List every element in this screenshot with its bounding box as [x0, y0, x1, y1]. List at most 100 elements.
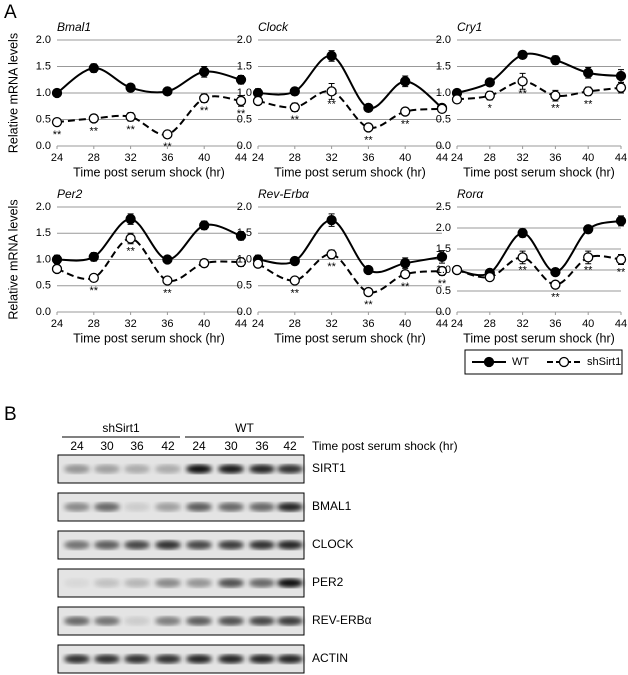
- data-point: [289, 275, 300, 286]
- x-tick-label: 32: [325, 152, 337, 164]
- blot-band: [277, 464, 303, 474]
- significance-label: **: [163, 141, 172, 153]
- lane-label: 24: [192, 439, 206, 453]
- blot-band: [94, 464, 120, 474]
- significance-label: **: [126, 245, 135, 257]
- chart-title: Cry1: [457, 20, 482, 34]
- significance-label: **: [584, 264, 593, 276]
- blot-band: [124, 464, 150, 474]
- data-point: [615, 70, 627, 82]
- y-tick-label: 2.0: [36, 34, 51, 46]
- data-point: [326, 50, 337, 62]
- x-tick-label: 44: [615, 152, 627, 164]
- significance-label: **: [163, 287, 172, 299]
- data-point: [162, 86, 173, 97]
- data-point: [125, 213, 136, 225]
- significance-label: **: [90, 285, 99, 297]
- series-line: [456, 219, 622, 277]
- blot-band: [124, 616, 150, 626]
- significance-label: **: [518, 264, 527, 276]
- y-tick-label: 1.5: [36, 227, 51, 239]
- blot-band: [277, 540, 303, 550]
- y-tick-label: 0.0: [36, 140, 51, 152]
- blot-band: [124, 540, 150, 550]
- y-tick-label: 0.5: [436, 285, 451, 297]
- legend-label: WT: [512, 356, 529, 368]
- x-tick-label: 36: [161, 318, 173, 330]
- data-point: [125, 233, 136, 244]
- lane-label: 30: [100, 439, 114, 453]
- x-tick-label: 32: [124, 318, 136, 330]
- lane-label: 42: [161, 439, 175, 453]
- data-point: [583, 67, 594, 79]
- data-point: [550, 54, 561, 66]
- data-point: [615, 82, 627, 93]
- data-point: [484, 77, 495, 88]
- series-line: [456, 80, 622, 101]
- series-line: [257, 54, 443, 109]
- chart-title: Clock: [258, 20, 289, 34]
- blot-band: [155, 464, 181, 474]
- y-axis-label: Relative mRNA levels: [6, 199, 20, 319]
- data-point: [199, 220, 210, 231]
- blot-band: [94, 578, 120, 588]
- y-tick-label: 0.5: [36, 113, 51, 125]
- x-tick-label: 32: [325, 318, 337, 330]
- significance-label: **: [90, 125, 99, 137]
- series-line: [257, 90, 443, 129]
- lane-label: 36: [130, 439, 144, 453]
- data-point: [199, 258, 210, 269]
- x-tick-label: 44: [615, 318, 627, 330]
- x-tick-label: 24: [252, 152, 264, 164]
- data-point: [235, 74, 247, 85]
- significance-label: **: [584, 98, 593, 110]
- significance-label: **: [200, 105, 209, 117]
- x-tick-label: 44: [235, 318, 247, 330]
- blot-band: [186, 578, 212, 588]
- blot-band: [124, 654, 150, 664]
- data-point: [289, 86, 300, 97]
- data-point: [363, 102, 374, 113]
- x-tick-label: 24: [51, 152, 63, 164]
- blot-band: [186, 654, 212, 664]
- data-point: [235, 256, 247, 268]
- y-tick-label: 1.0: [436, 87, 451, 99]
- blot-band: [249, 502, 275, 512]
- x-tick-label: 36: [362, 318, 374, 330]
- data-point: [550, 90, 561, 101]
- x-tick-label: 32: [516, 152, 528, 164]
- y-tick-label: 1.0: [237, 253, 252, 265]
- data-point: [88, 251, 99, 263]
- x-tick-label: 28: [88, 152, 100, 164]
- data-point: [252, 258, 264, 269]
- blot-band: [64, 502, 90, 512]
- x-tick-label: 24: [451, 318, 463, 330]
- x-tick-label: 32: [516, 318, 528, 330]
- significance-label: **: [438, 278, 447, 290]
- y-tick-label: 0.0: [36, 306, 51, 318]
- series-line: [56, 67, 242, 94]
- blot-band: [249, 616, 275, 626]
- data-point: [363, 264, 374, 276]
- y-axis-label: Relative mRNA levels: [6, 33, 20, 153]
- blot-band: [277, 654, 303, 664]
- x-tick-label: 24: [451, 152, 463, 164]
- blot-band: [155, 502, 181, 512]
- data-point: [517, 227, 528, 239]
- x-tick-label: 40: [198, 152, 210, 164]
- significance-label: **: [327, 98, 336, 110]
- blot-band: [218, 654, 244, 664]
- y-tick-label: 0.0: [436, 306, 451, 318]
- y-tick-label: 1.5: [436, 243, 451, 255]
- blot-band: [218, 578, 244, 588]
- data-point: [88, 272, 99, 284]
- data-point: [436, 103, 448, 115]
- x-tick-label: 44: [235, 152, 247, 164]
- y-tick-label: 1.0: [237, 87, 252, 99]
- data-point: [550, 279, 561, 290]
- x-axis-label: Time post serum shock (hr): [73, 165, 225, 179]
- x-tick-label: 44: [436, 318, 448, 330]
- data-point: [583, 86, 594, 97]
- chart-title: Per2: [57, 187, 83, 201]
